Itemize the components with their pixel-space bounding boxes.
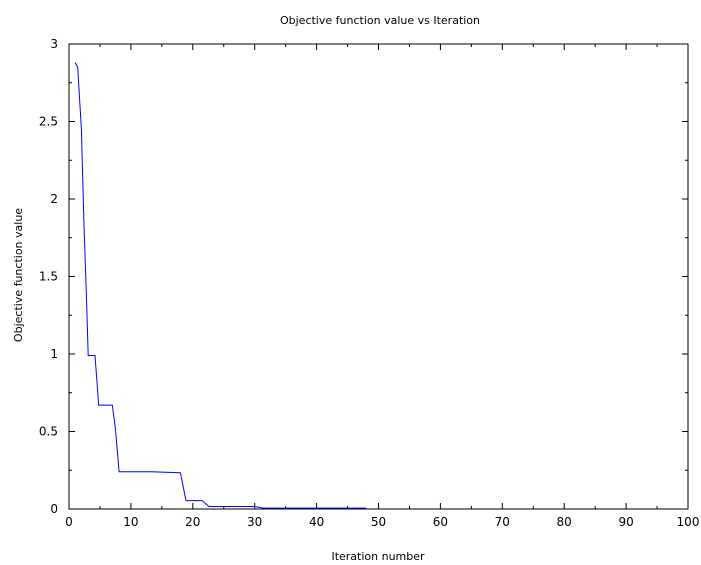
- chart-title: Objective function value vs Iteration: [280, 14, 480, 27]
- series-layer: [74, 62, 367, 509]
- x-tick-label: 60: [433, 515, 448, 529]
- y-tick-label: 2.5: [39, 115, 58, 129]
- x-tick-label: 80: [557, 515, 572, 529]
- x-tick-label: 10: [123, 515, 138, 529]
- y-tick-label: 1: [50, 347, 58, 361]
- x-tick-label: 70: [495, 515, 510, 529]
- y-tick-label: 0: [50, 502, 58, 516]
- y-tick-label: 1.5: [39, 270, 58, 284]
- x-tick-label: 30: [247, 515, 262, 529]
- plot-frame: [68, 43, 689, 510]
- y-axis-label: Objective function value: [12, 208, 25, 342]
- x-tick-label: 20: [185, 515, 200, 529]
- y-tick-label: 0.5: [39, 425, 58, 439]
- y-axis: 0 0.5 1 1.5 2 2.5 3: [39, 37, 688, 516]
- x-tick-label: 0: [65, 515, 73, 529]
- x-tick-label: 90: [618, 515, 633, 529]
- y-tick-label: 2: [50, 192, 58, 206]
- x-axis: 0 10 20 30 40 50 60 70 80 90 100: [65, 44, 699, 529]
- x-tick-label: 50: [371, 515, 386, 529]
- y-tick-label: 3: [50, 37, 58, 51]
- x-tick-label: 100: [677, 515, 700, 529]
- x-tick-label: 40: [309, 515, 324, 529]
- series-line: [74, 62, 367, 509]
- x-axis-label: Iteration number: [331, 550, 425, 563]
